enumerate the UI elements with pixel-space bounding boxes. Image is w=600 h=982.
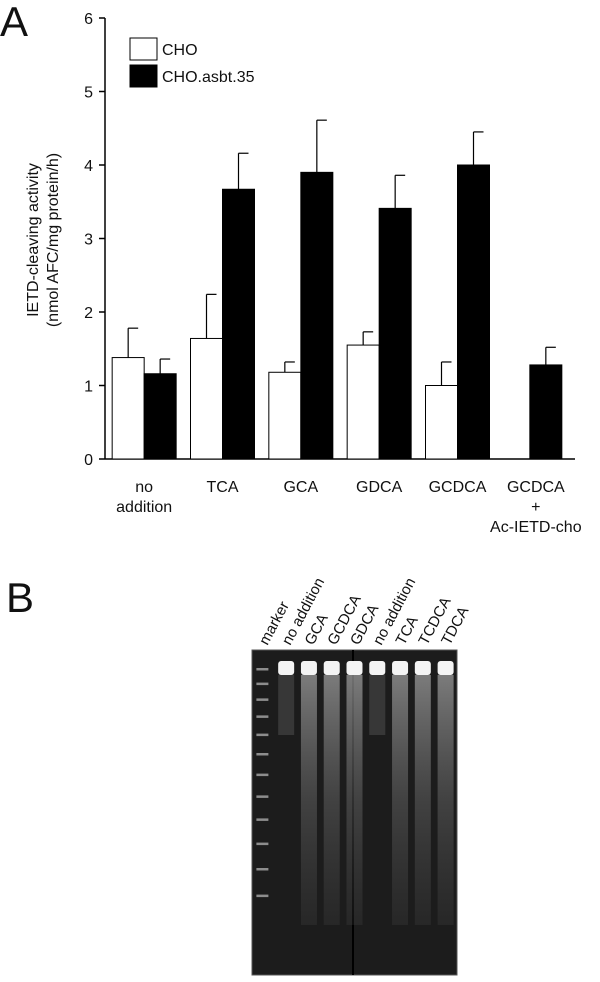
bar: [222, 188, 255, 460]
bar: [529, 364, 563, 460]
smear: [278, 675, 295, 735]
y-tick-label: 5: [84, 85, 93, 102]
well: [323, 661, 340, 675]
marker-band: [256, 682, 269, 686]
x-tick-label: GCDCA: [429, 479, 487, 496]
marker-band: [256, 668, 269, 671]
well: [278, 661, 295, 675]
panel-label: A: [0, 0, 28, 45]
x-tick-label: GCDCA + Ac-IETD-cho: [490, 479, 582, 536]
bar: [425, 385, 458, 460]
bar: [300, 171, 334, 460]
y-tick-label: 2: [84, 305, 93, 322]
legend-label: CHO: [162, 42, 198, 59]
marker-band: [256, 715, 269, 718]
x-tick-label: GCA: [283, 479, 318, 496]
marker-band: [256, 795, 269, 798]
bar: [346, 344, 380, 460]
marker-band: [256, 868, 269, 871]
smear: [346, 675, 363, 925]
smear: [323, 675, 340, 925]
x-tick-label: TCA: [207, 479, 239, 496]
panel-label: B: [6, 574, 34, 621]
well: [392, 661, 409, 675]
x-tick-label: GDCA: [356, 479, 403, 496]
bar: [268, 371, 302, 460]
well: [437, 661, 454, 675]
smear: [392, 675, 409, 925]
y-label-line: (nmol AFC/mg protein/h): [45, 153, 62, 327]
bar: [111, 357, 145, 460]
smear: [414, 675, 431, 925]
marker-band: [256, 733, 269, 737]
well: [414, 661, 431, 675]
smear: [369, 675, 386, 735]
bar: [457, 164, 490, 460]
legend-swatch: [129, 64, 158, 88]
y-axis-label: IETD-cleaving activity (nmol AFC/mg prot…: [25, 153, 62, 327]
well: [300, 661, 317, 675]
marker-band: [256, 818, 269, 821]
y-tick-label: 1: [84, 379, 93, 396]
legend-swatch: [129, 37, 158, 61]
marker-band: [256, 753, 269, 756]
well: [369, 661, 386, 675]
bar: [143, 373, 177, 460]
marker-band: [256, 698, 269, 701]
marker-band: [256, 842, 269, 846]
bar: [190, 337, 223, 460]
x-tick-label: no addition: [116, 479, 172, 516]
y-tick-label: 0: [84, 452, 93, 469]
smear: [437, 675, 454, 925]
legend-label: CHO.asbt.35: [162, 69, 255, 86]
y-tick-label: 3: [84, 232, 93, 249]
bar: [378, 207, 412, 460]
marker-band: [256, 773, 269, 777]
y-tick-label: 4: [84, 158, 93, 175]
y-label-line: IETD-cleaving activity: [25, 163, 42, 317]
y-tick-label: 6: [84, 11, 93, 28]
well: [346, 661, 363, 675]
smear: [300, 675, 317, 925]
marker-band: [256, 894, 269, 898]
